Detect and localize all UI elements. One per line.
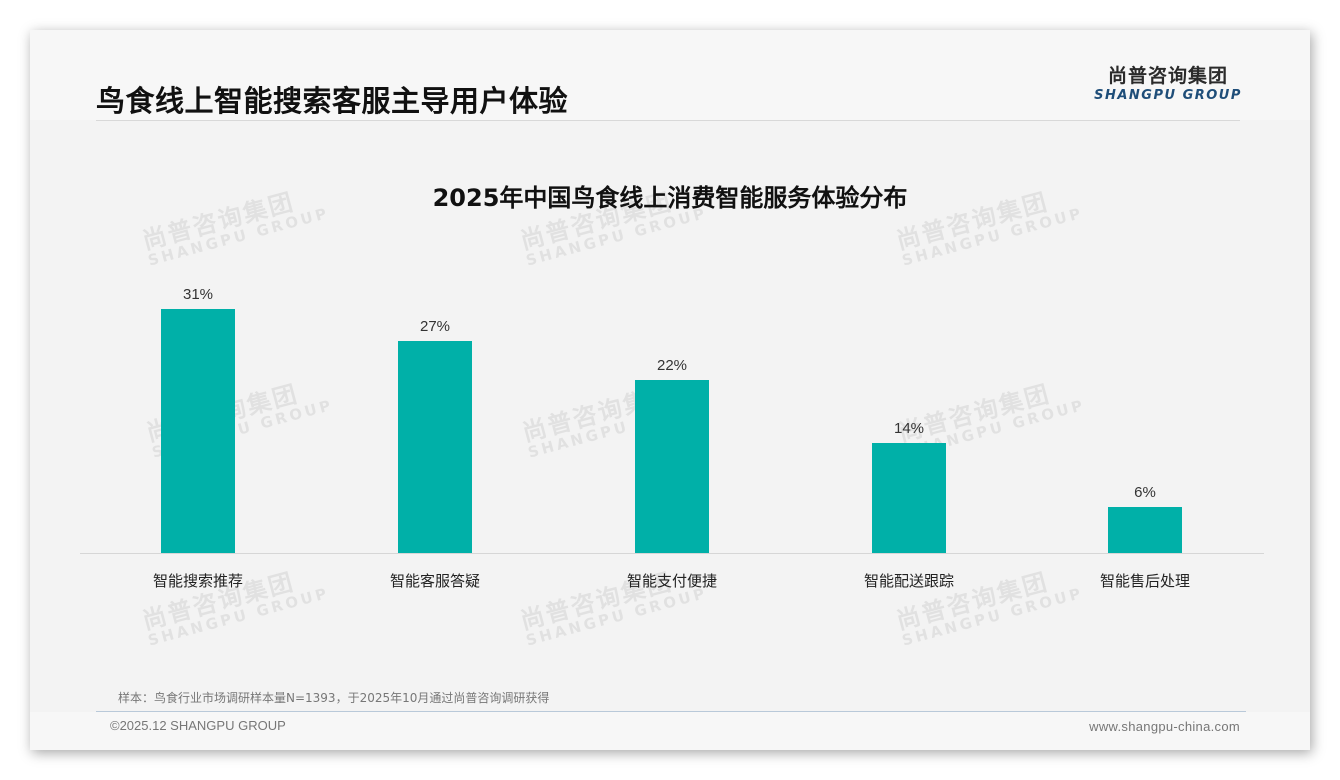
logo-text-cn: 尚普咨询集团 <box>1107 65 1228 87</box>
bar <box>398 341 472 554</box>
header-divider <box>96 120 1240 121</box>
category-label: 智能支付便捷 <box>626 572 717 590</box>
bar-group: 22% <box>635 270 709 554</box>
x-axis-baseline <box>80 553 1264 554</box>
company-logo: 尚普咨询集团 SHANGPU GROUP <box>1088 64 1248 104</box>
category-label: 智能售后处理 <box>1099 572 1190 590</box>
sample-footnote: 样本：鸟食行业市场调研样本量N=1393，于2025年10月通过尚普咨询调研获得 <box>118 691 550 705</box>
bar <box>872 443 946 554</box>
category-label: 智能配送跟踪 <box>863 572 954 590</box>
bar-group: 27% <box>398 270 472 554</box>
bar <box>1108 507 1182 554</box>
category-label: 智能客服答疑 <box>389 572 480 590</box>
bar-value-label: 27% <box>419 318 451 335</box>
bar-value-label: 31% <box>182 286 214 303</box>
bar-group: 14% <box>872 270 946 554</box>
copyright-text: ©2025.12 SHANGPU GROUP <box>110 718 286 733</box>
page-title: 鸟食线上智能搜索客服主导用户体验 <box>96 84 569 118</box>
bar-value-label: 14% <box>893 420 925 437</box>
chart-title: 2025年中国鸟食线上消费智能服务体验分布 <box>432 184 908 212</box>
bar-value-label: 22% <box>656 357 688 374</box>
category-label: 智能搜索推荐 <box>152 572 243 590</box>
bar <box>161 309 235 554</box>
slide: 鸟食线上智能搜索客服主导用户体验 尚普咨询集团 SHANGPU GROUP 尚普… <box>30 30 1310 750</box>
bar-group: 6% <box>1108 270 1182 554</box>
bar-value-label: 6% <box>1134 484 1156 501</box>
bar <box>635 380 709 554</box>
logo-text-en: SHANGPU GROUP <box>1094 88 1242 103</box>
footer-band <box>30 712 1310 750</box>
bar-chart-plot: 31% 27% 22% 14% 6% <box>80 270 1264 554</box>
website-link[interactable]: www.shangpu-china.com <box>1089 719 1240 734</box>
bar-group: 31% <box>161 270 235 554</box>
header-band <box>30 30 1310 120</box>
footer-divider <box>96 711 1246 712</box>
